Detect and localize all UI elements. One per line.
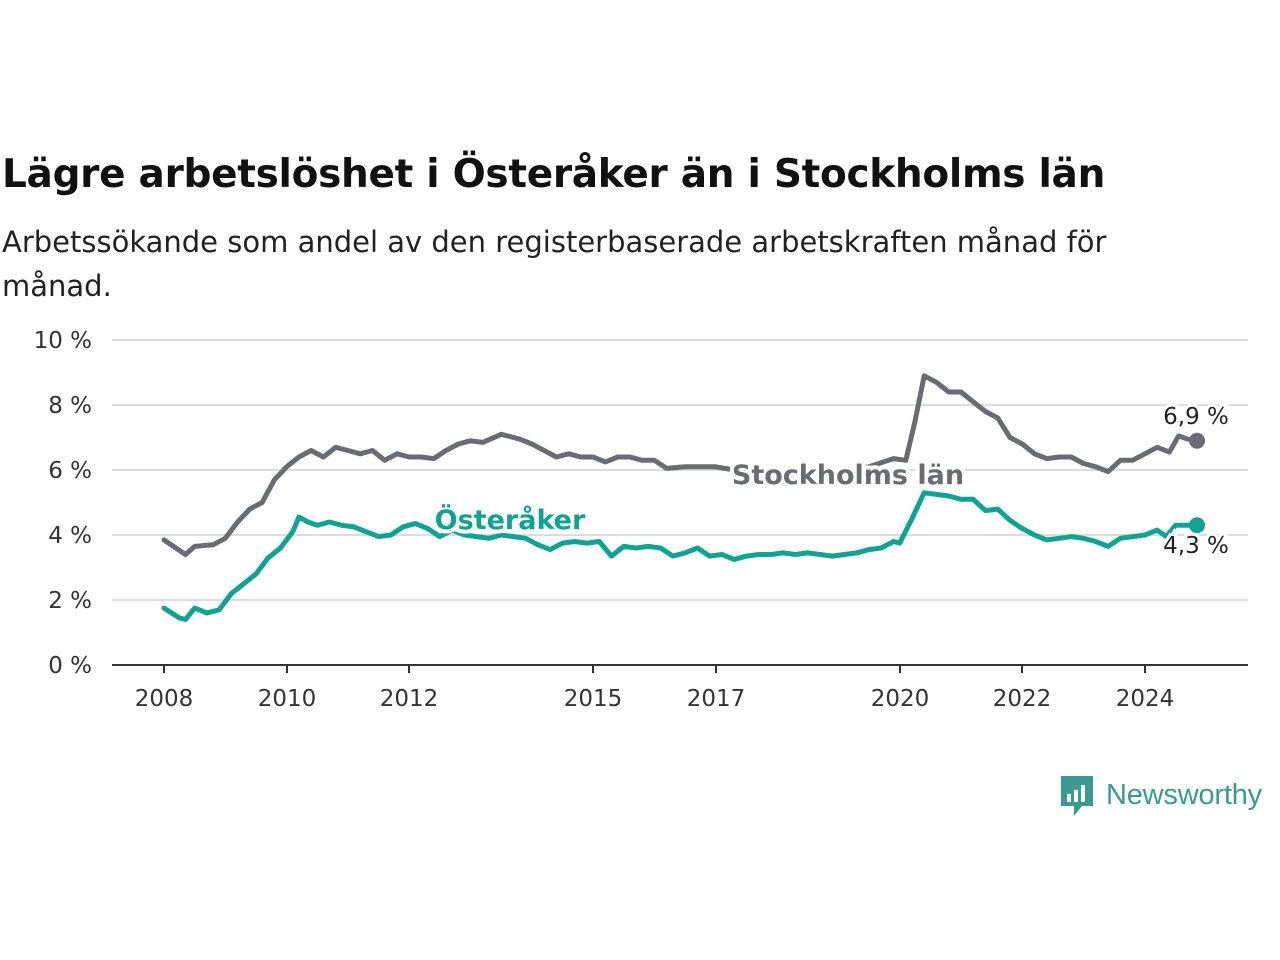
series-name-label: Österåker (435, 503, 586, 536)
newsworthy-logo-icon (1061, 776, 1093, 816)
series-end-value-label: 4,3 % (1163, 533, 1229, 559)
x-tick-label: 2010 (258, 686, 317, 712)
y-tick-label: 4 % (48, 523, 92, 549)
chart-title: Lägre arbetslöshet i Österåker än i Stoc… (2, 152, 1106, 197)
x-tick-label: 2022 (993, 686, 1052, 712)
y-tick-label: 10 % (34, 328, 92, 354)
x-tick-label: 2017 (687, 686, 746, 712)
y-axis: 0 % 2 % 4 % 6 % 8 % 10 % (34, 328, 92, 679)
newsworthy-logo[interactable]: Newsworthy (1058, 772, 1262, 818)
series-name-label: Stockholms län (732, 460, 964, 491)
y-tick-label: 6 % (48, 458, 92, 484)
y-tick-label: 2 % (48, 588, 92, 614)
x-tick-label: 2024 (1116, 686, 1175, 712)
series-lines (161, 373, 1205, 622)
x-tick-label: 2020 (871, 686, 930, 712)
series-end-point (1189, 432, 1205, 449)
chart-subtitle: Arbetssökande som andel av den registerb… (2, 225, 1107, 303)
brand-name: Newsworthy (1106, 778, 1262, 811)
series-end-value-label: 6,9 % (1163, 404, 1229, 430)
x-axis: 2008 2010 2012 2015 2017 2020 2022 2024 (112, 664, 1248, 712)
y-tick-label: 0 % (48, 653, 92, 679)
series-end-point (1189, 517, 1205, 534)
x-tick-label: 2008 (135, 686, 194, 712)
series-line (161, 373, 1200, 557)
series-labels: Stockholms län Österåker 6,9 % 4,3 % (431, 401, 1232, 562)
x-tick-label: 2015 (564, 686, 623, 712)
x-tick-label: 2012 (380, 686, 439, 712)
y-tick-label: 8 % (48, 393, 92, 419)
series-line (161, 490, 1200, 622)
gridlines (112, 339, 1248, 601)
